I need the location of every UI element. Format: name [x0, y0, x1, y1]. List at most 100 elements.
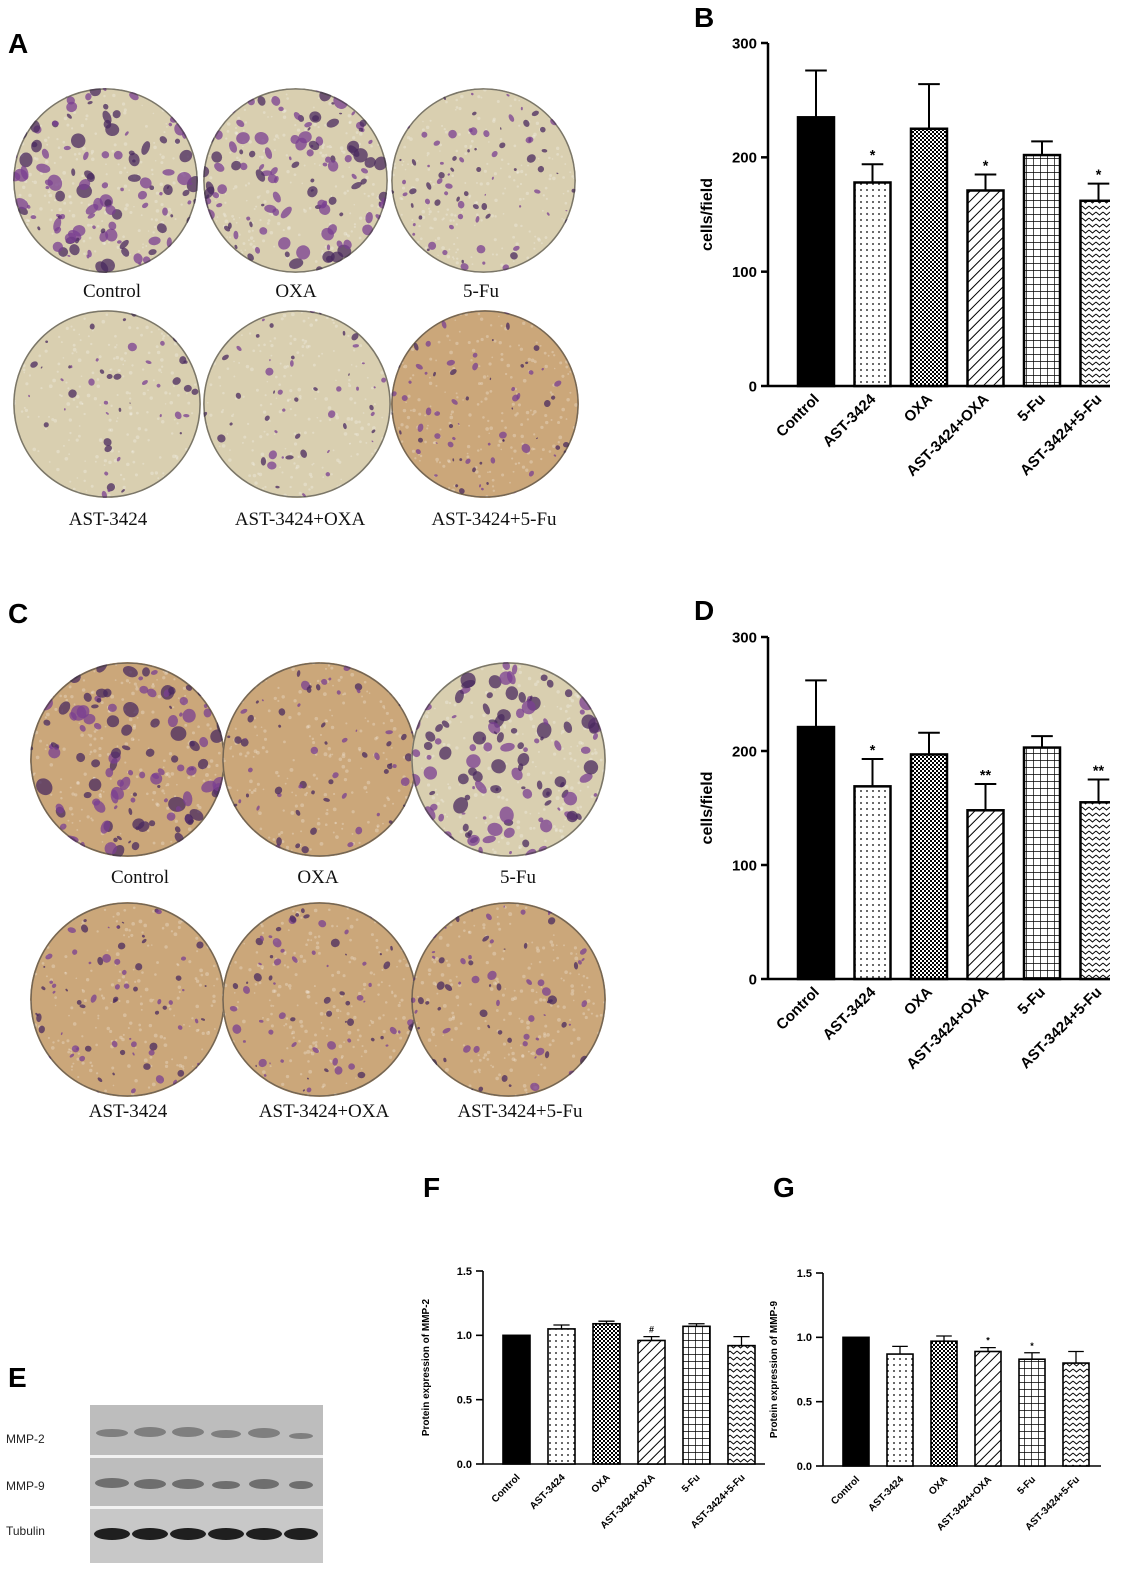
y-tick-label: 100: [732, 857, 757, 874]
y-tick-label: 0.5: [457, 1395, 472, 1407]
bar-1: [853, 785, 892, 981]
y-tick-label: 0: [749, 971, 757, 988]
caption-a-0: Control: [82, 281, 142, 302]
y-tick-label: 200: [732, 743, 757, 760]
bar-2: [930, 1340, 958, 1467]
error-bar-5: [1087, 778, 1110, 803]
caption-c-1: OXA: [297, 867, 339, 888]
caption-a-1: OXA: [275, 281, 317, 302]
bar-4: [1022, 153, 1062, 388]
error-bar-4: [1024, 1352, 1040, 1360]
chart-f: 0.0 0.5 1.0 1.5 Protein expression of MMP-2 C…: [421, 1266, 765, 1531]
dish-c-1: [222, 662, 417, 857]
dish-a-4: [203, 310, 391, 498]
x-tick-label-2: OXA: [901, 391, 936, 426]
x-tick-label-1: AST-3424: [820, 983, 880, 1043]
error-bar-4: [1031, 140, 1053, 156]
x-tick-label-2: OXA: [901, 984, 936, 1019]
significance-mark-3: #: [649, 1325, 654, 1335]
error-bar-0: [805, 679, 827, 728]
bar-1: [853, 181, 892, 388]
panel-label-e: E: [8, 1362, 27, 1393]
dish-c-5: [411, 902, 606, 1097]
y-axis-label: Protein expression of MMP-9: [769, 1300, 780, 1438]
significance-mark-3: *: [983, 158, 989, 174]
bar-3: [974, 1350, 1002, 1467]
caption-a-5: AST-3424+5-Fu: [431, 509, 557, 530]
bar-5: [1062, 1362, 1090, 1467]
y-tick-label: 0.0: [797, 1461, 812, 1473]
error-bar-2: [598, 1320, 615, 1324]
error-bar-2: [918, 731, 940, 755]
blot-label-tubulin: Tubulin: [6, 1524, 45, 1538]
caption-c-2: 5-Fu: [500, 867, 536, 888]
x-tick-label-1: AST-3424: [820, 390, 880, 450]
bar-5: [1079, 199, 1110, 388]
significance-mark-3: *: [986, 1336, 990, 1346]
dish-a-2: [391, 88, 576, 273]
bar-4: [1022, 746, 1062, 981]
bar-3: [966, 809, 1005, 981]
dish-a-1: [203, 88, 388, 273]
error-bar-4: [1031, 735, 1053, 748]
y-tick-label: 300: [732, 35, 757, 52]
error-bar-5: [1087, 182, 1110, 201]
y-tick-label: 1.0: [797, 1332, 812, 1344]
error-bar-2: [936, 1335, 952, 1342]
error-bar-3: [974, 173, 997, 191]
caption-c-0: Control: [110, 867, 170, 888]
y-tick-label: 0.5: [797, 1397, 812, 1409]
x-tick-label-4: 5-Fu: [1014, 984, 1048, 1018]
dish-a-5: [391, 310, 579, 498]
bar-3: [637, 1339, 666, 1465]
y-tick-label: 300: [732, 629, 757, 646]
bar-3: [966, 189, 1005, 388]
error-bar-1: [892, 1345, 908, 1355]
dish-a-3: [13, 310, 201, 498]
y-axis-label: Protein expression of MMP-2: [421, 1298, 432, 1436]
dish-c-0: [30, 662, 225, 857]
blot-label-mmp2: MMP-2: [6, 1432, 45, 1446]
x-tick-label-4: 5-Fu: [1015, 1474, 1038, 1497]
significance-mark-4: *: [1030, 1341, 1034, 1351]
error-bar-4: [688, 1323, 705, 1327]
x-tick-label-2: OXA: [590, 1472, 613, 1495]
panel-label-d: D: [694, 595, 715, 626]
western-blot-image: [90, 1405, 323, 1563]
panel-label-f: F: [423, 1172, 441, 1203]
error-bar-5: [1068, 1350, 1084, 1364]
bar-0: [502, 1334, 531, 1465]
significance-mark-5: *: [1096, 168, 1102, 184]
dish-c-3: [30, 902, 225, 1097]
bar-1: [886, 1353, 914, 1467]
caption-c-3: AST-3424: [88, 1101, 168, 1122]
x-tick-label-4: 5-Fu: [680, 1472, 703, 1495]
caption-a-2: 5-Fu: [463, 281, 499, 302]
significance-mark-5: **: [1093, 764, 1105, 780]
bar-5: [727, 1344, 756, 1465]
bar-0: [842, 1336, 870, 1467]
caption-c-4: AST-3424+OXA: [258, 1101, 390, 1122]
y-axis-label: cells/field: [699, 178, 716, 251]
error-bar-3: [974, 783, 997, 811]
panel-label-a: A: [8, 28, 29, 59]
caption-a-3: AST-3424: [68, 509, 148, 530]
bar-0: [796, 725, 836, 981]
x-tick-label-0: Control: [773, 391, 823, 441]
error-bar-3: [643, 1335, 660, 1341]
y-tick-label: 0: [749, 378, 757, 395]
x-tick-label-4: 5-Fu: [1014, 391, 1048, 425]
error-bar-1: [553, 1324, 570, 1329]
y-axis-label: cells/field: [699, 772, 716, 845]
x-tick-label-1: AST-3424: [867, 1474, 907, 1514]
caption-c-5: AST-3424+5-Fu: [457, 1101, 583, 1122]
bar-4: [682, 1325, 711, 1465]
error-bar-0: [805, 69, 827, 118]
panel-label-b: B: [694, 2, 715, 33]
x-tick-label-0: Control: [829, 1474, 862, 1507]
bar-4: [1018, 1358, 1046, 1467]
chart-b: 0 100 200 300 cells/field Control * AST-3424 OXA…: [699, 35, 1110, 480]
error-bar-1: [861, 757, 884, 787]
bar-2: [592, 1322, 621, 1465]
y-tick-label: 1.0: [457, 1330, 472, 1342]
